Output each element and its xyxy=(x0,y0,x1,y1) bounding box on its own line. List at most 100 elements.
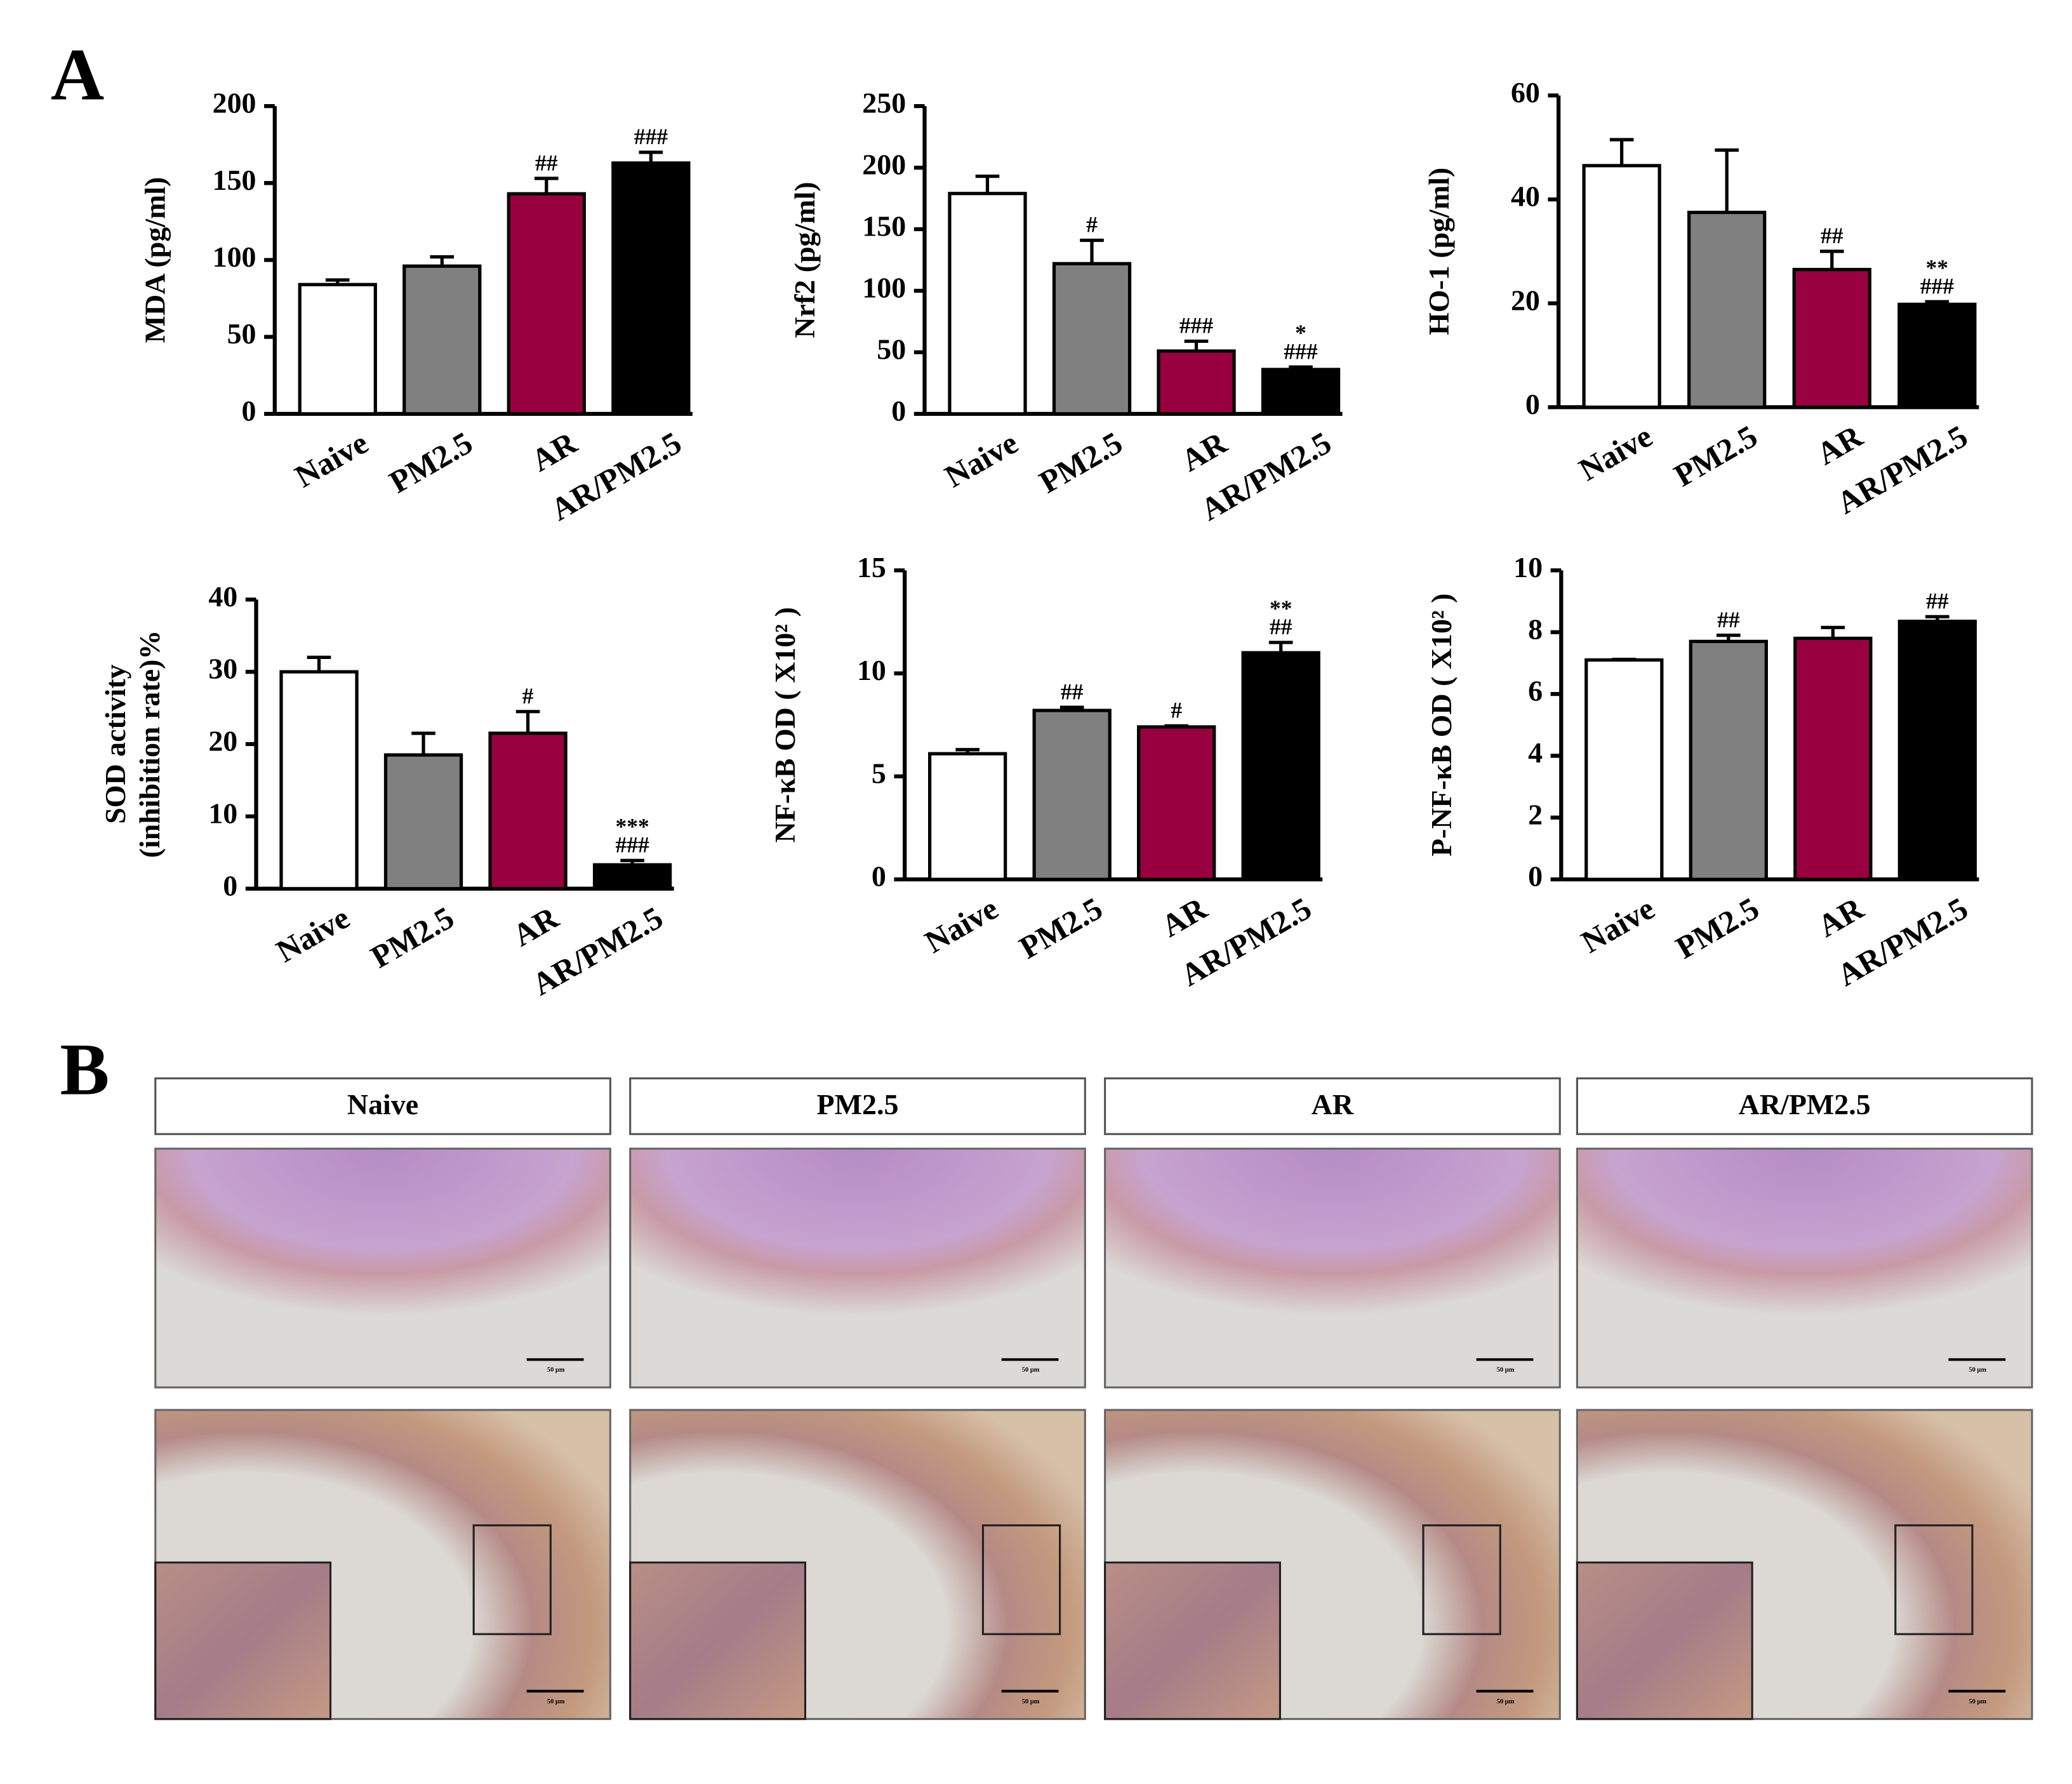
bar xyxy=(1897,302,1977,409)
bar xyxy=(1687,210,1767,409)
scale-bar-label: 50 μm xyxy=(1969,1698,1987,1705)
error-bar xyxy=(955,748,980,754)
scale-bar-label: 50 μm xyxy=(1022,1367,1040,1374)
zoom-box xyxy=(1894,1524,1974,1635)
error-bar xyxy=(1268,641,1293,653)
y-tick-label: 30 xyxy=(208,653,237,685)
y-tick-label: 200 xyxy=(862,149,906,181)
scale-bar-label: 50 μm xyxy=(1497,1698,1515,1705)
y-tick-label: 15 xyxy=(857,551,886,583)
bar xyxy=(298,283,377,416)
group-header: AR/PM2.5 xyxy=(1739,1088,1871,1121)
bar xyxy=(1241,651,1320,881)
x-tick-label: PM2.5 xyxy=(1670,890,1765,966)
error-bar xyxy=(639,150,663,163)
error-bar xyxy=(1184,339,1209,351)
histology-image xyxy=(154,1147,611,1388)
error-bar xyxy=(1717,633,1741,642)
y-tick-label: 40 xyxy=(1511,180,1540,213)
histology-image xyxy=(1104,1147,1561,1388)
y-tick-label: 6 xyxy=(1528,675,1543,707)
group-header: AR xyxy=(1312,1088,1354,1121)
group-header-box xyxy=(154,1077,611,1135)
group-header: Naive xyxy=(347,1088,418,1121)
significance-mark: ## xyxy=(1270,614,1292,639)
y-tick-label: 200 xyxy=(213,87,256,119)
bar xyxy=(1157,349,1236,416)
y-tick-label: 10 xyxy=(1513,551,1543,583)
bar xyxy=(507,192,586,416)
y-tick-label: 150 xyxy=(213,164,256,196)
y-tick-label: 0 xyxy=(1525,388,1540,420)
y-tick-label: 10 xyxy=(208,797,237,829)
significance-mark: ### xyxy=(1284,338,1318,364)
error-bar xyxy=(430,255,455,267)
y-axis-label: HO-1 (pg/ml) xyxy=(1423,168,1455,335)
significance-mark: ### xyxy=(1920,274,1955,299)
significance-mark: ## xyxy=(1061,679,1084,704)
significance-mark: ## xyxy=(1926,589,1949,614)
x-tick-label: Naive xyxy=(919,890,1004,960)
y-tick-label: 50 xyxy=(227,317,256,350)
significance-mark: ### xyxy=(615,832,649,858)
bar xyxy=(1689,639,1768,881)
y-tick-label: 60 xyxy=(1511,76,1540,109)
x-tick-label: Naive xyxy=(939,425,1024,495)
group-header-box xyxy=(1576,1077,2033,1135)
bar xyxy=(488,731,568,891)
error-bar xyxy=(1925,300,1949,305)
x-tick-label: AR xyxy=(1812,890,1869,944)
x-tick-label: AR xyxy=(1175,424,1233,478)
x-tick-label: PM2.5 xyxy=(1013,890,1108,966)
zoom-inset xyxy=(154,1561,332,1721)
x-tick-label: AR xyxy=(525,424,583,478)
y-tick-label: 0 xyxy=(242,394,256,427)
significance-mark: *** xyxy=(615,813,649,839)
error-bar xyxy=(1821,625,1845,639)
group-header: PM2.5 xyxy=(817,1088,899,1121)
bar xyxy=(1052,262,1132,416)
scale-bar-label: 50 μm xyxy=(1022,1698,1040,1705)
scale-bar-label: 50 μm xyxy=(547,1698,565,1705)
panel-label: A xyxy=(51,34,104,116)
y-axis-label: P-NF-κB OD ( X10² ) xyxy=(1425,594,1458,856)
error-bar xyxy=(1080,238,1104,264)
zoom-box xyxy=(472,1524,552,1635)
x-tick-label: PM2.5 xyxy=(383,425,479,500)
x-tick-label: Naive xyxy=(1573,418,1658,488)
zoom-box xyxy=(1422,1524,1501,1635)
error-bar xyxy=(515,710,540,733)
y-tick-label: 5 xyxy=(872,757,886,789)
bar xyxy=(611,161,691,416)
zoom-inset xyxy=(1576,1561,1753,1721)
x-tick-label: PM2.5 xyxy=(1668,418,1763,493)
error-bar xyxy=(1059,705,1084,711)
zoom-inset xyxy=(1104,1561,1281,1721)
error-bar xyxy=(1609,138,1634,166)
error-bar xyxy=(1164,724,1188,728)
scale-bar-label: 50 μm xyxy=(547,1367,565,1374)
group-header-box xyxy=(629,1077,1086,1135)
y-tick-label: 100 xyxy=(213,241,256,273)
error-bar xyxy=(325,278,350,285)
significance-mark: # xyxy=(1171,698,1182,723)
y-axis-label: MDA (pg/ml) xyxy=(138,177,171,343)
error-bar xyxy=(1820,250,1844,270)
bar xyxy=(592,863,672,891)
error-bar xyxy=(411,731,435,756)
significance-mark: * xyxy=(1295,320,1306,345)
histology-image xyxy=(1576,1147,2033,1388)
histology-image xyxy=(629,1147,1086,1388)
y-tick-label: 20 xyxy=(1511,284,1540,316)
bar xyxy=(1792,267,1871,409)
bar xyxy=(948,192,1027,416)
bar xyxy=(383,753,463,891)
bar xyxy=(279,670,359,891)
error-bar xyxy=(535,176,559,194)
y-tick-label: 10 xyxy=(857,654,886,686)
significance-mark: ** xyxy=(1270,596,1292,621)
bar xyxy=(1261,368,1341,416)
y-axis-label: SOD activity xyxy=(99,664,131,823)
scale-bar-label: 50 μm xyxy=(1969,1367,1987,1374)
